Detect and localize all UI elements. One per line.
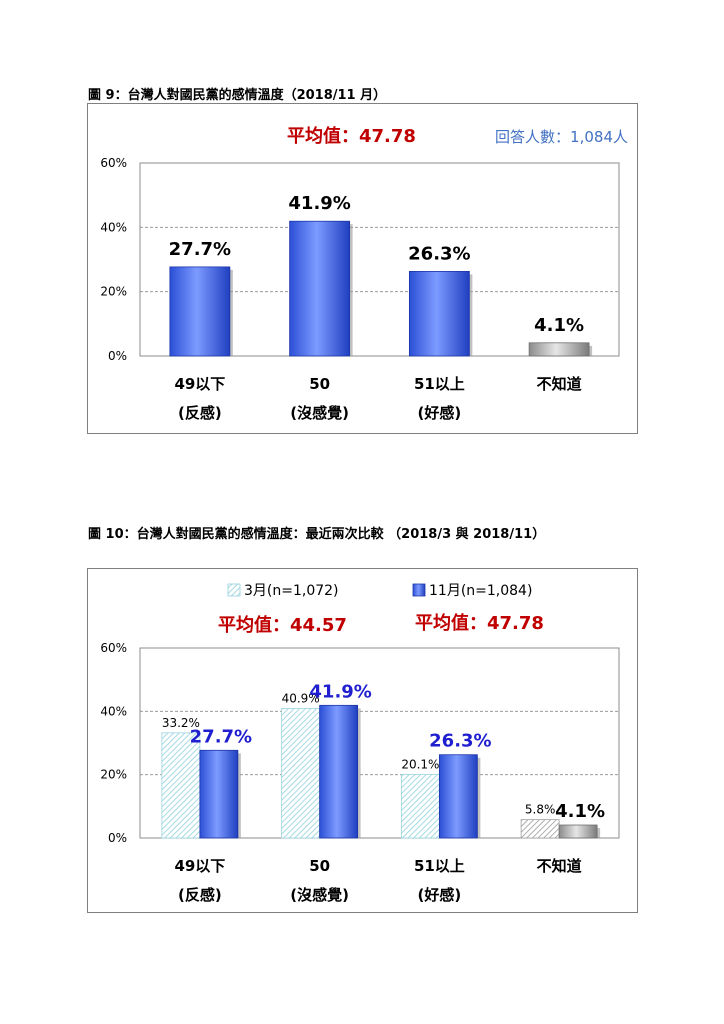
fig10-plot-area (139, 647, 620, 839)
fig10-bar-march (400, 773, 440, 839)
fig10-ytick-label: 20% (100, 768, 127, 782)
fig10-bar-november (438, 754, 478, 839)
fig9-bar (289, 220, 351, 357)
fig10-data-label-march: 33.2% (162, 716, 200, 730)
fig10-mean-label-november: 平均值：47.78 (415, 612, 544, 634)
fig9-data-label: 4.1% (534, 315, 584, 336)
fig9-ytick-label: 0% (108, 349, 127, 363)
figure-10-chart: 60% 40% 20% 0% 49以下 (反感) 50 (沒感覺) 51以上 (好感) 不知道 3月(… (87, 568, 638, 913)
fig9-mean-label: 平均值：47.78 (287, 125, 416, 147)
fig9-category-label: 49以下 (174, 375, 225, 393)
figure-10-caption: 圖 10：台灣人對國民黨的感情溫度：最近兩次比較 （2018/3 與 2018/… (88, 527, 546, 542)
fig10-legend-swatch-november (412, 583, 426, 597)
fig10-category-sublabel: (沒感覺) (290, 886, 349, 904)
fig10-legend-label-march: 3月(n=1,072) (244, 583, 339, 599)
fig10-data-label-november: 27.7% (190, 726, 252, 747)
fig10-data-label-november: 41.9% (309, 681, 371, 702)
fig10-bar-november (558, 824, 598, 839)
fig10-bar-march (281, 708, 321, 839)
fig9-plot-area (139, 162, 620, 357)
fig9-bar (169, 266, 231, 357)
fig10-data-label-march: 5.8% (525, 803, 556, 817)
fig10-bar-march (520, 819, 560, 839)
fig10-legend-label-november: 11月(n=1,084) (429, 583, 532, 599)
fig10-data-label-march: 20.1% (401, 757, 439, 771)
fig10-category-label: 50 (309, 857, 330, 875)
fig10-category-label: 51以上 (414, 857, 465, 875)
fig9-data-label: 26.3% (408, 243, 470, 264)
figure-9-svg: 60% 40% 20% 0% 49以下 (反感) 50 (沒感覺) 51以上 (好感) 不知道 平均值… (100, 125, 628, 422)
fig9-bar (528, 342, 590, 357)
fig10-bar-november (199, 749, 239, 839)
fig9-ytick-label: 40% (100, 220, 127, 234)
fig9-category-sublabel: (沒感覺) (290, 404, 349, 422)
fig9-category-label: 不知道 (537, 375, 582, 393)
fig9-respondents-label: 回答人數：1,084人 (495, 128, 628, 146)
fig10-category-label: 不知道 (537, 857, 582, 875)
fig9-data-label: 27.7% (169, 239, 231, 260)
fig10-bar-march (161, 732, 201, 839)
fig10-ytick-label: 0% (108, 831, 127, 845)
fig10-data-label-november: 4.1% (555, 801, 605, 822)
fig9-category-label: 50 (309, 375, 330, 393)
fig9-category-sublabel: (反感) (178, 404, 222, 422)
fig10-mean-label-march: 平均值：44.57 (218, 614, 347, 636)
fig10-category-sublabel: (好感) (418, 886, 462, 904)
fig10-category-sublabel: (反感) (178, 886, 222, 904)
fig9-category-sublabel: (好感) (418, 404, 462, 422)
fig10-legend-swatch-march (227, 583, 241, 597)
fig10-ytick-label: 40% (100, 704, 127, 718)
fig9-bar (408, 271, 470, 357)
figure-9-caption: 圖 9：台灣人對國民黨的感情溫度（2018/11 月） (88, 88, 387, 103)
fig9-category-label: 51以上 (414, 375, 465, 393)
fig10-data-label-november: 26.3% (429, 731, 491, 752)
fig9-ytick-label: 20% (100, 285, 127, 299)
figure-9-chart: 60% 40% 20% 0% 49以下 (反感) 50 (沒感覺) 51以上 (好感) 不知道 平均值… (87, 103, 638, 434)
fig9-ytick-label: 60% (100, 156, 127, 170)
figure-10-svg: 60% 40% 20% 0% 49以下 (反感) 50 (沒感覺) 51以上 (好感) 不知道 3月(… (100, 583, 620, 904)
fig9-data-label: 41.9% (288, 193, 350, 214)
fig10-data-label-march: 40.9% (282, 691, 320, 705)
fig10-category-label: 49以下 (174, 857, 225, 875)
fig10-ytick-label: 60% (100, 641, 127, 655)
fig10-bar-november (319, 704, 359, 839)
